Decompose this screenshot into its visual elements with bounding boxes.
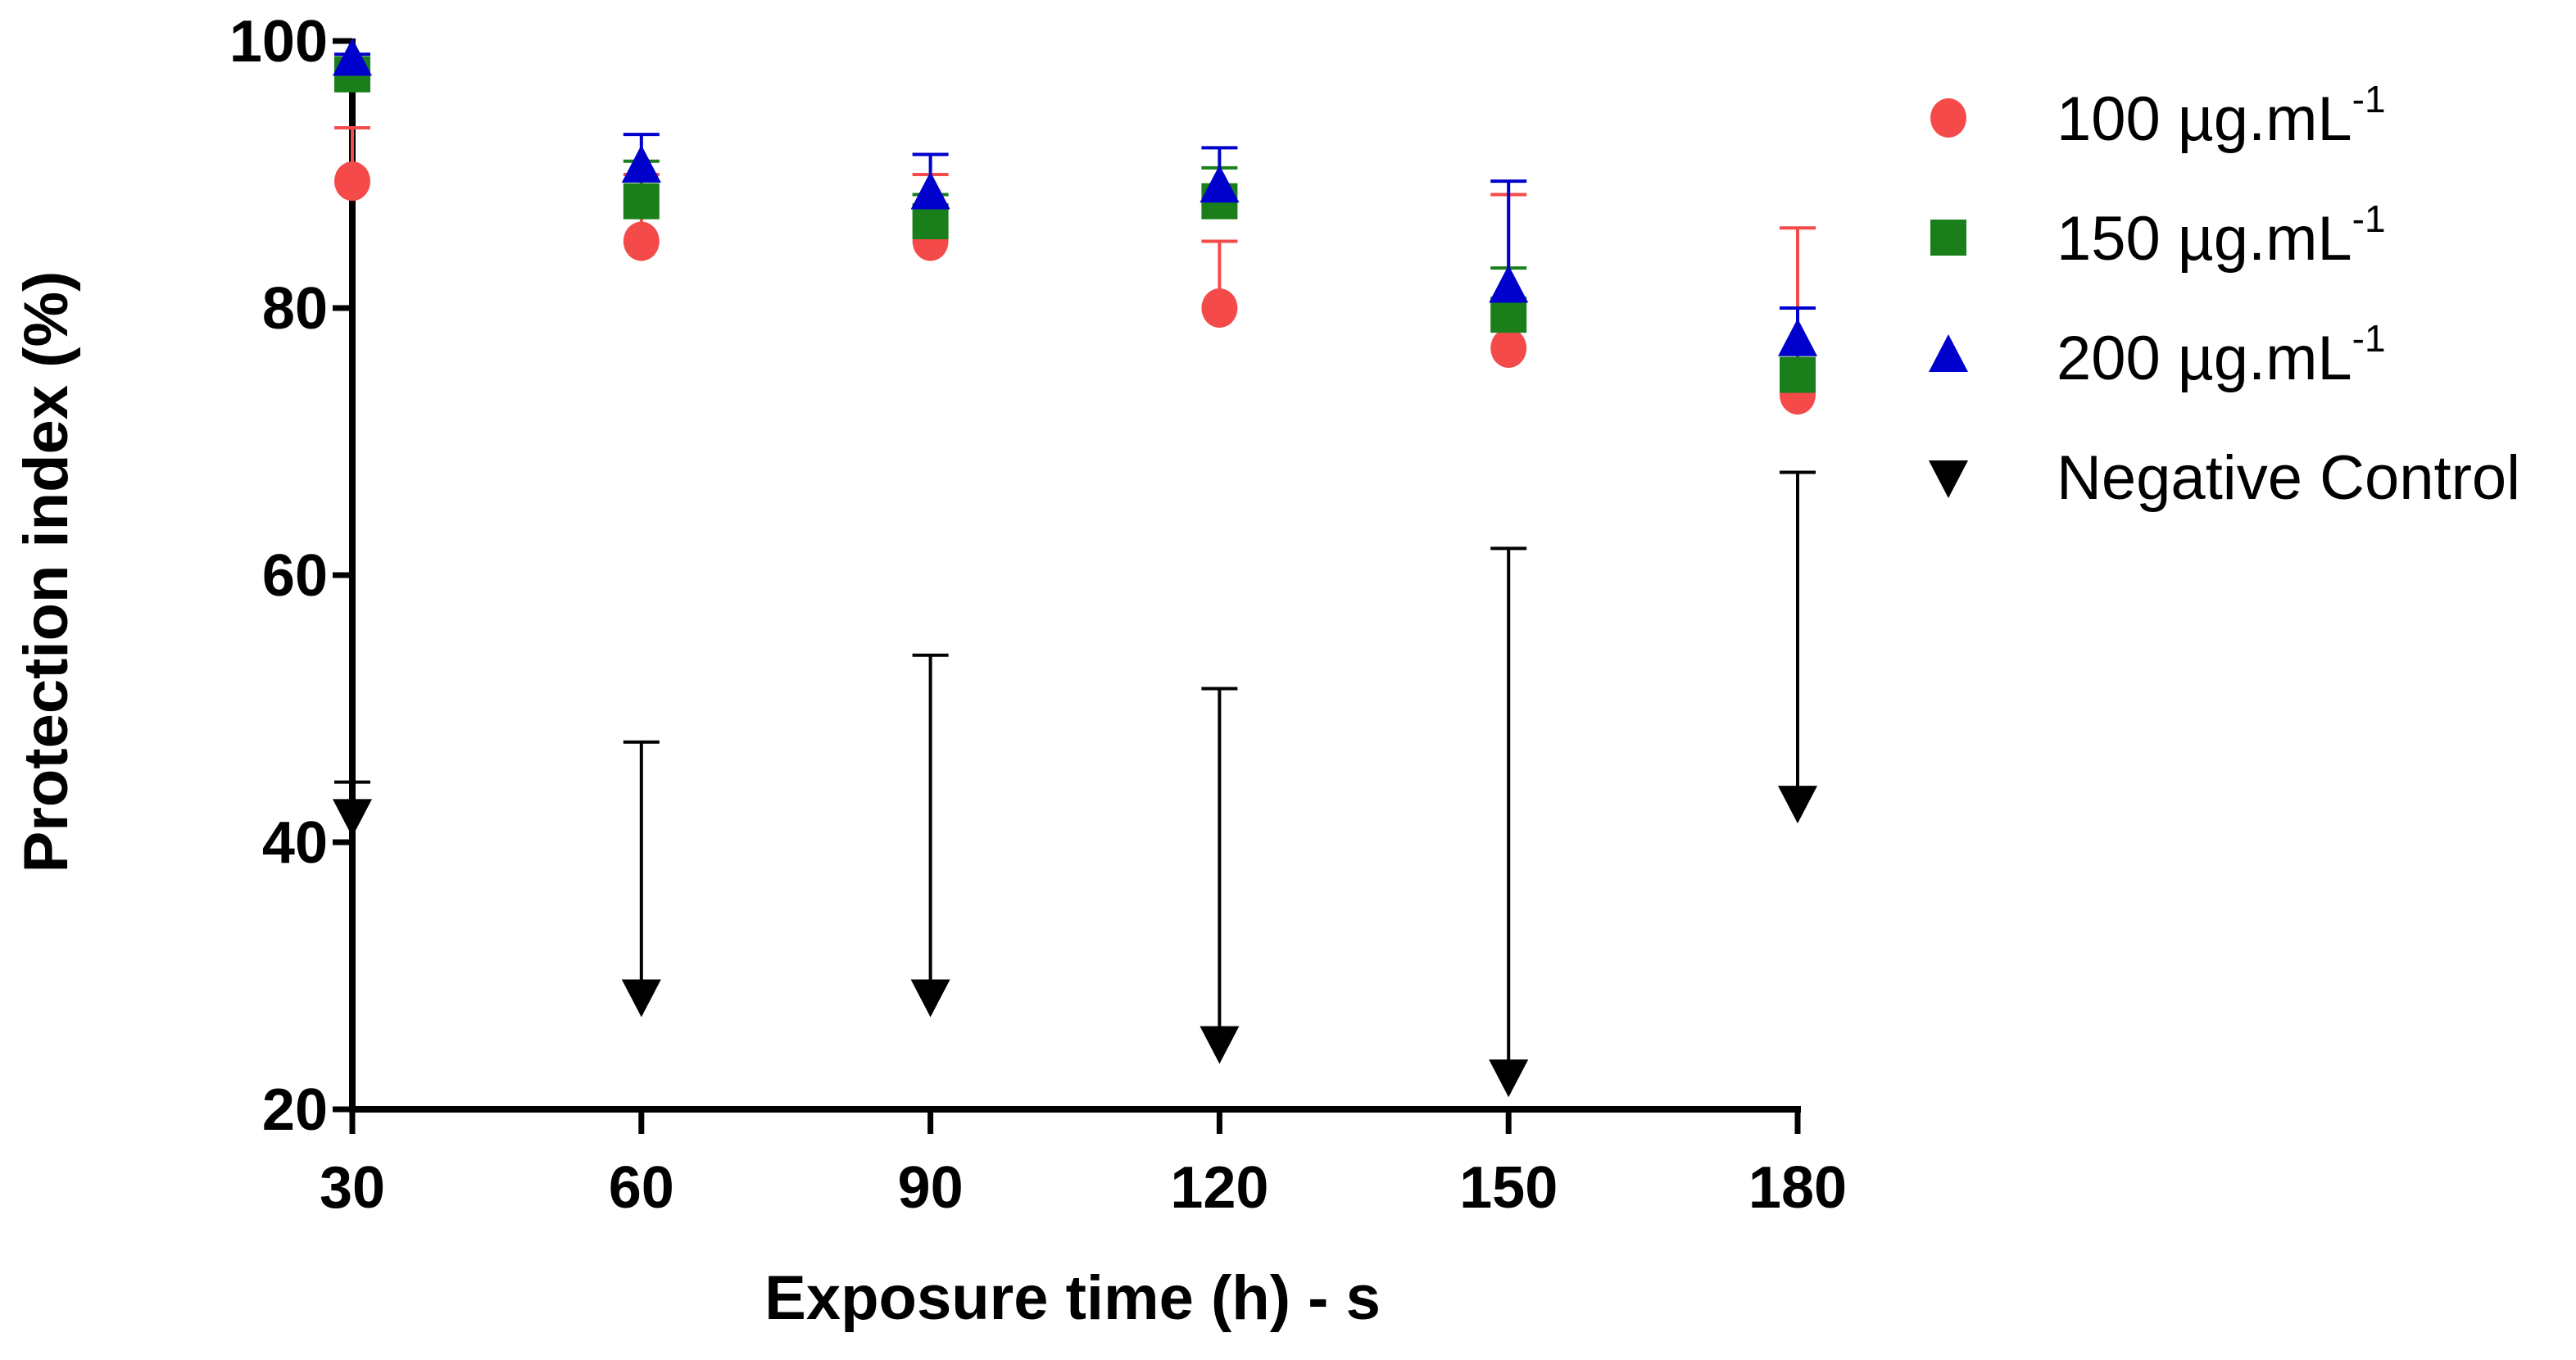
point-square-60 <box>623 183 660 220</box>
axes <box>333 38 1801 1134</box>
legend-label-triangle-down: Negative Control <box>2057 443 2520 513</box>
legend-marker-triangle-up <box>1929 334 1968 372</box>
y-axis-title: Protection index (%) <box>11 271 81 873</box>
point-circle-120 <box>1201 288 1238 328</box>
point-triangle-down-90 <box>910 979 950 1018</box>
x-tick-label-90: 90 <box>898 1155 964 1221</box>
point-circle-30 <box>334 161 370 202</box>
point-triangle-down-150 <box>1489 1059 1529 1098</box>
x-tick-label-180: 180 <box>1748 1155 1847 1221</box>
error-bars <box>334 52 1816 1077</box>
y-tick-label-100: 100 <box>229 9 328 75</box>
legend-label-square: 150 µg.mL-1 <box>2057 197 2386 274</box>
x-tick-label-60: 60 <box>609 1155 674 1221</box>
legend-marker-square <box>1930 220 1966 256</box>
point-triangle-down-180 <box>1778 786 1817 824</box>
x-tick-label-30: 30 <box>320 1155 385 1221</box>
point-triangle-up-150 <box>1489 265 1529 303</box>
point-triangle-down-60 <box>621 979 661 1018</box>
point-circle-60 <box>623 221 660 261</box>
point-triangle-up-60 <box>621 144 661 183</box>
legend-label-circle: 100 µg.mL-1 <box>2057 78 2386 154</box>
point-triangle-down-120 <box>1200 1026 1240 1064</box>
point-triangle-up-120 <box>1200 165 1240 203</box>
data-markers <box>333 38 1817 1098</box>
point-square-180 <box>1780 356 1816 393</box>
y-tick-label-80: 80 <box>262 276 328 342</box>
tick-labels: 20 40 60 80 100 30 60 90 120 150 180 <box>229 9 1847 1221</box>
legend: 100 µg.mL-1 150 µg.mL-1 200 µg.mL-1 Negativ… <box>1929 78 2520 513</box>
legend-label-triangle-up: 200 µg.mL-1 <box>2057 317 2386 393</box>
x-tick-label-120: 120 <box>1170 1155 1268 1221</box>
point-triangle-down-30 <box>333 799 372 837</box>
point-triangle-up-90 <box>910 171 950 210</box>
point-circle-150 <box>1490 328 1527 368</box>
point-triangle-up-180 <box>1778 318 1817 356</box>
y-tick-label-40: 40 <box>262 810 328 876</box>
y-tick-label-60: 60 <box>262 543 328 609</box>
x-tick-label-150: 150 <box>1459 1155 1558 1221</box>
x-axis-title: Exposure time (h) - s <box>764 1263 1381 1333</box>
y-tick-label-20: 20 <box>262 1077 328 1143</box>
legend-marker-circle <box>1930 98 1966 138</box>
legend-marker-triangle-down <box>1929 460 1968 498</box>
point-triangle-up-30 <box>333 38 372 76</box>
